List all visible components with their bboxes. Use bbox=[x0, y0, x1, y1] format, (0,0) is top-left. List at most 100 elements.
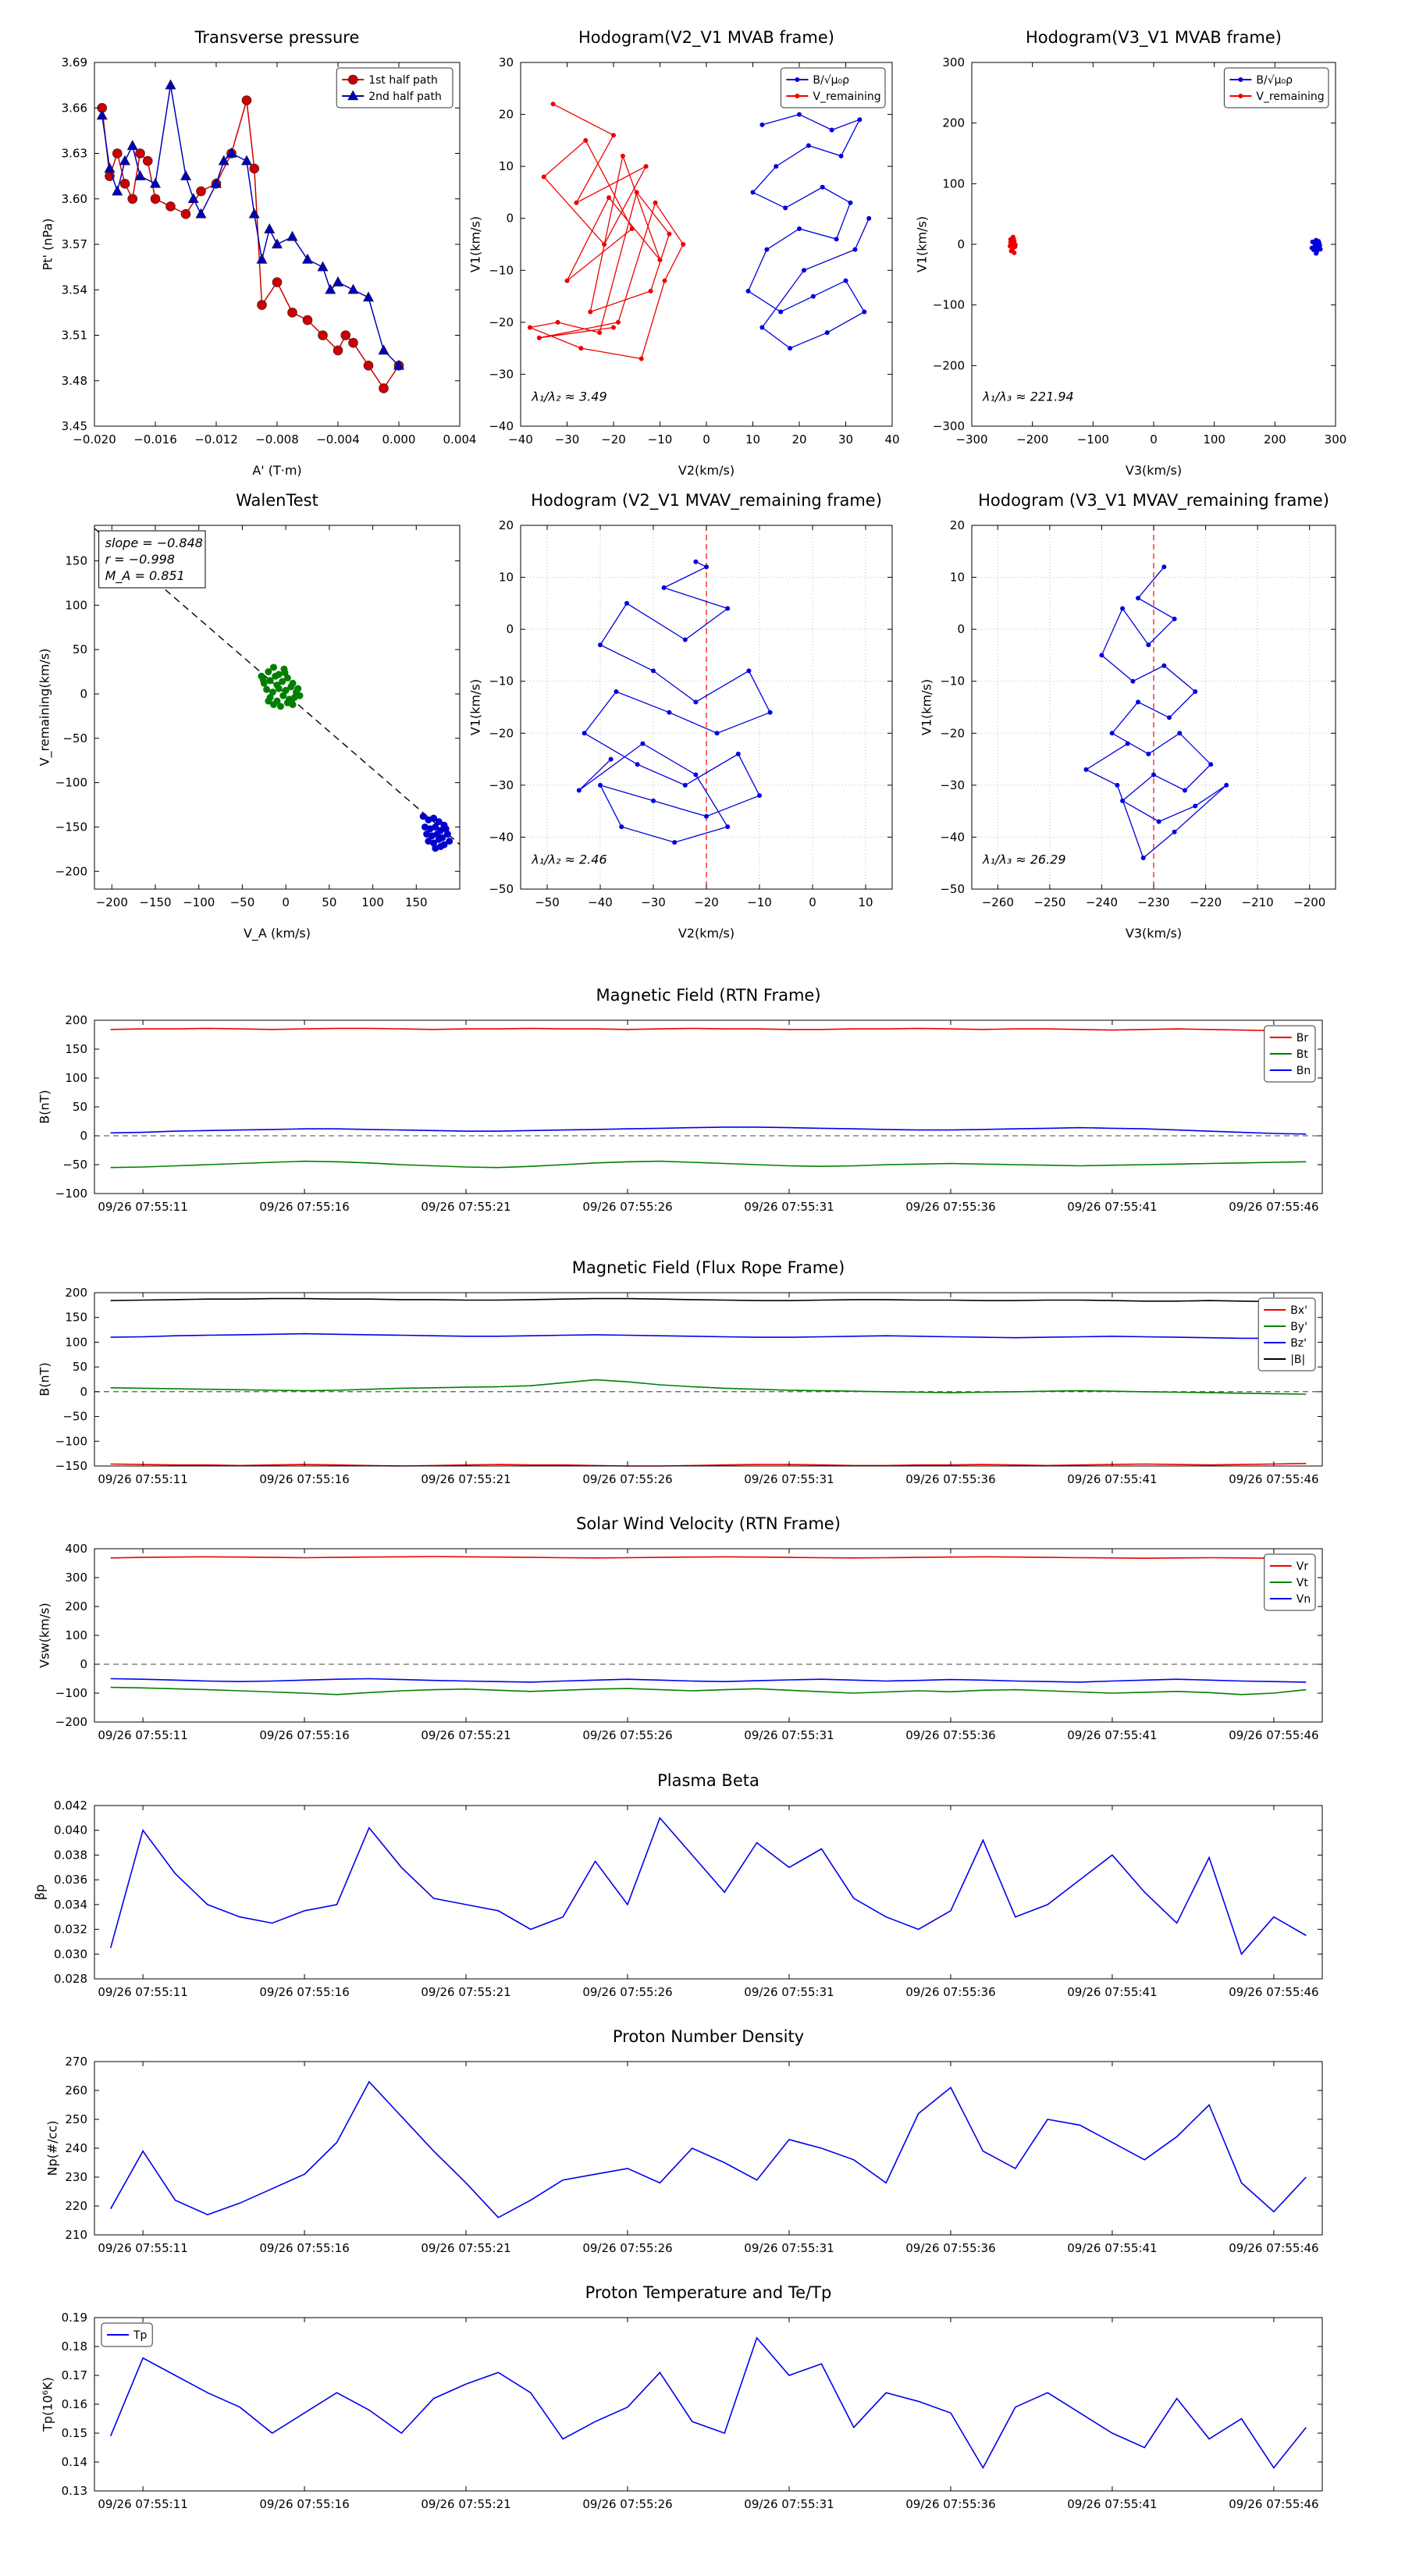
x-tick-label: −200 bbox=[1293, 895, 1325, 909]
y-tick-label: 100 bbox=[942, 176, 965, 190]
y-tick-label: 150 bbox=[65, 1042, 87, 1056]
marker bbox=[662, 278, 667, 283]
marker bbox=[1177, 731, 1183, 736]
x-tick-label: 09/26 07:55:26 bbox=[582, 1728, 672, 1742]
y-axis-label: Pt' (nPa) bbox=[40, 218, 55, 271]
x-tick-label: 09/26 07:55:26 bbox=[582, 2241, 672, 2255]
legend-label: By' bbox=[1290, 1321, 1307, 1333]
marker bbox=[1172, 829, 1177, 834]
marker bbox=[218, 155, 229, 165]
series-tp bbox=[109, 2336, 1307, 2470]
y-tick-label: −150 bbox=[55, 1459, 87, 1473]
y-tick-label: −10 bbox=[940, 674, 965, 688]
y-tick-label: 0 bbox=[80, 687, 87, 701]
series--b- bbox=[110, 1297, 1307, 1303]
x-tick-label: −20 bbox=[601, 432, 626, 447]
marker bbox=[1161, 564, 1167, 570]
y-tick-label: 200 bbox=[942, 116, 965, 130]
panel-hodogram-v3v1-mvab: Hodogram(V3_V1 MVAB frame) V1(km/s) V3(k… bbox=[915, 28, 1347, 478]
panel-title: Proton Temperature and Te/Tp bbox=[585, 2283, 832, 2302]
x-tick-label: 09/26 07:55:31 bbox=[744, 2241, 834, 2255]
y-tick-label: −10 bbox=[489, 674, 514, 688]
marker bbox=[1136, 699, 1141, 705]
marker bbox=[640, 741, 646, 746]
x-tick-label: 10 bbox=[745, 432, 760, 447]
x-tick-label: 300 bbox=[1325, 432, 1347, 447]
y-tick-label: 100 bbox=[65, 1628, 87, 1642]
panel-title: Hodogram (V2_V1 MVAV_remaining frame) bbox=[531, 491, 882, 510]
x-tick-label: 09/26 07:55:11 bbox=[98, 1472, 187, 1486]
marker bbox=[1182, 788, 1187, 793]
legend-box bbox=[780, 67, 886, 109]
marker bbox=[265, 697, 272, 705]
y-tick-label: 50 bbox=[73, 1360, 87, 1374]
marker bbox=[574, 200, 579, 205]
marker bbox=[1161, 663, 1167, 668]
panel-title: Solar Wind Velocity (RTN Frame) bbox=[576, 1514, 841, 1533]
marker bbox=[348, 337, 358, 348]
marker bbox=[614, 689, 619, 695]
marker bbox=[757, 793, 762, 799]
marker bbox=[379, 383, 389, 393]
x-tick-label: 09/26 07:55:21 bbox=[421, 1728, 510, 1742]
legend-label: Vn bbox=[1297, 1593, 1311, 1606]
x-tick-label: 09/26 07:55:21 bbox=[421, 1200, 510, 1214]
legend-label: Tp bbox=[133, 2329, 148, 2342]
panel-title: Plasma Beta bbox=[657, 1771, 759, 1790]
marker bbox=[653, 200, 658, 205]
x-tick-label: −260 bbox=[982, 895, 1014, 909]
plot-background bbox=[94, 1293, 1322, 1466]
series-bz- bbox=[110, 1332, 1307, 1340]
panel-plasma-beta: Plasma Beta βp 09/26 07:55:11 09/26 07:55… bbox=[33, 1771, 1323, 1999]
series-bx- bbox=[110, 1463, 1307, 1467]
marker bbox=[432, 823, 439, 831]
marker bbox=[149, 177, 162, 188]
marker bbox=[672, 840, 678, 845]
y-tick-label: −30 bbox=[489, 367, 514, 381]
y-tick-label: −100 bbox=[55, 1686, 87, 1700]
y-tick-label: −10 bbox=[489, 263, 514, 277]
y-tick-label: −200 bbox=[55, 1715, 87, 1729]
marker bbox=[279, 692, 287, 699]
y-tick-label: 20 bbox=[499, 108, 514, 122]
legend-label: 2nd half path bbox=[368, 91, 442, 103]
y-tick-label: 300 bbox=[65, 1571, 87, 1585]
marker bbox=[778, 309, 784, 315]
legend-label: V_remaining bbox=[813, 91, 880, 103]
marker bbox=[527, 325, 532, 330]
marker bbox=[843, 278, 848, 283]
marker bbox=[611, 133, 616, 138]
y-tick-label: 230 bbox=[65, 2170, 87, 2184]
y-tick-label: 260 bbox=[65, 2083, 87, 2097]
x-axis-label: V3(km/s) bbox=[1125, 463, 1183, 478]
legend-label: |B| bbox=[1290, 1354, 1305, 1366]
marker bbox=[1120, 798, 1126, 803]
marker bbox=[576, 788, 582, 793]
marker bbox=[797, 112, 802, 117]
x-tick-label: 09/26 07:55:16 bbox=[259, 2241, 349, 2255]
marker bbox=[866, 215, 872, 221]
y-axis-label: Tp(10⁶K) bbox=[40, 2377, 55, 2432]
y-tick-label: 20 bbox=[499, 518, 514, 532]
y-tick-label: 300 bbox=[942, 55, 965, 69]
marker bbox=[1109, 731, 1115, 736]
plot-canvas-hodogram-v2v1-mvab: −40 −30 −20 −10 0 10 20 30 40 −40 −30 −20 −10 0 10 20 30… bbox=[489, 55, 899, 447]
y-tick-label: −20 bbox=[489, 726, 514, 740]
marker bbox=[272, 277, 283, 287]
panel-proton-temperature: Proton Temperature and Te/Tp Tp(10⁶K) 09… bbox=[41, 2283, 1323, 2511]
marker bbox=[624, 600, 629, 606]
marker bbox=[287, 683, 295, 691]
x-axis-label: V3(km/s) bbox=[1125, 926, 1183, 941]
marker bbox=[1193, 689, 1198, 695]
marker bbox=[363, 361, 374, 371]
marker bbox=[564, 278, 570, 283]
y-tick-label: 3.48 bbox=[62, 374, 87, 388]
marker bbox=[430, 814, 438, 822]
marker bbox=[249, 163, 260, 174]
x-tick-label: 09/26 07:55:31 bbox=[744, 1728, 834, 1742]
x-tick-label: 09/26 07:55:46 bbox=[1229, 1472, 1318, 1486]
marker bbox=[443, 831, 451, 838]
marker bbox=[608, 756, 614, 762]
marker bbox=[287, 308, 297, 318]
marker bbox=[1140, 856, 1146, 861]
